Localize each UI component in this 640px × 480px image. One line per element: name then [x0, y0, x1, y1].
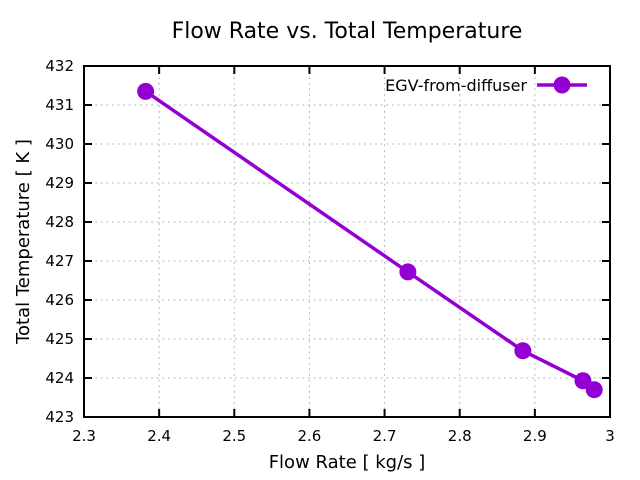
x-tick-label: 2.9	[523, 427, 547, 445]
chart-title: Flow Rate vs. Total Temperature	[171, 19, 523, 44]
x-tick-label: 2.5	[222, 427, 246, 445]
x-tick-label: 2.4	[147, 427, 171, 445]
data-point	[585, 381, 603, 399]
legend-sample-marker-icon	[553, 76, 571, 94]
y-tick-label: 425	[45, 330, 74, 348]
legend-series-label: EGV-from-diffuser	[385, 75, 527, 95]
data-point	[514, 342, 532, 360]
x-tick-label: 2.3	[72, 427, 96, 445]
y-tick-label: 432	[45, 57, 74, 75]
data-point	[399, 263, 417, 281]
legend-sample	[537, 76, 587, 94]
y-tick-label: 424	[45, 369, 74, 387]
x-tick-label: 2.8	[448, 427, 472, 445]
y-tick-label: 428	[45, 213, 74, 231]
y-tick-label: 431	[45, 96, 74, 114]
y-tick-label: 423	[45, 408, 74, 426]
y-tick-label: 430	[45, 135, 74, 153]
x-axis-label: Flow Rate [ kg/s ]	[268, 452, 426, 473]
x-tick-label: 3	[605, 427, 615, 445]
y-tick-label: 426	[45, 291, 74, 309]
x-tick-label: 2.7	[373, 427, 397, 445]
legend: EGV-from-diffuser	[385, 75, 588, 95]
x-tick-label: 2.6	[297, 427, 321, 445]
plot-border	[83, 65, 611, 418]
y-tick-label: 429	[45, 174, 74, 192]
data-point	[137, 82, 155, 100]
y-tick-label: 427	[45, 252, 74, 270]
